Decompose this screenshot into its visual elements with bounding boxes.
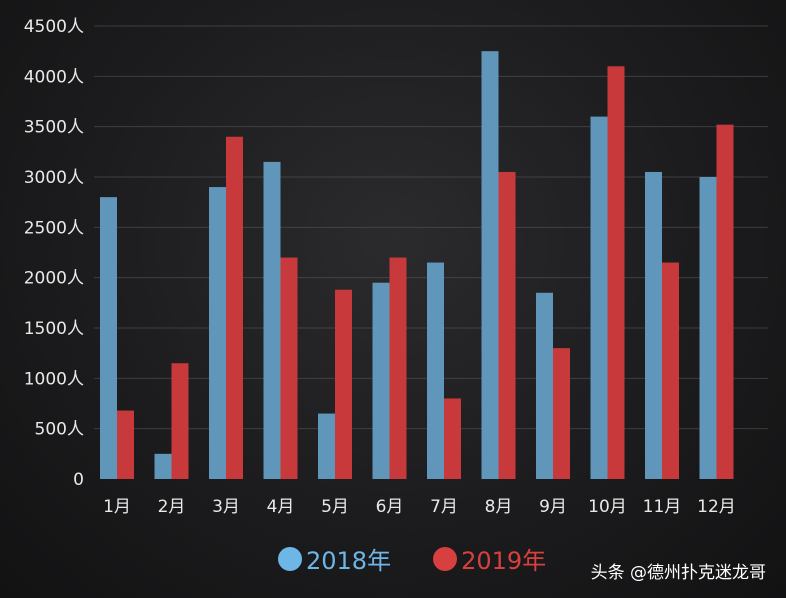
legend-item-2019[interactable]: 2019年 [433,541,546,576]
bar-2019年-7月 [444,398,461,479]
x-tick-label: 2月 [158,497,186,517]
bar-2019年-9月 [553,348,570,479]
legend-label-2018: 2018年 [306,547,392,575]
bar-2018年-6月 [372,282,390,479]
bar-2019年-5月 [335,289,352,479]
y-tick-label: 0 [73,470,84,490]
bar-2018年-7月 [427,262,444,479]
bar-2018年-12月 [699,177,717,479]
bar-2019年-8月 [498,171,516,479]
bar-2019年-1月 [117,410,134,479]
bar-2018年-11月 [645,171,662,479]
legend-marker-2019 [433,546,458,571]
bar-2019年-2月 [171,363,189,479]
legend-label-2019: 2019年 [461,547,547,575]
bar-2018年-8月 [481,51,499,480]
x-tick-label: 8月 [485,497,513,517]
bar-2019年-3月 [226,136,243,479]
x-tick-label: 10月 [588,497,627,517]
x-tick-label: 4月 [267,497,295,517]
bar-2019年-10月 [607,66,625,480]
legend-marker-2018 [278,546,302,571]
bar-2018年-3月 [209,187,226,480]
bar-2019年-11月 [662,262,679,479]
y-tick-label: 2000人 [24,269,84,289]
chart-legend: 2018年 2019年 [278,541,588,576]
y-tick-label: 4500人 [24,17,84,37]
y-tick-label: 2500人 [24,218,84,238]
x-tick-label: 6月 [376,497,404,517]
x-tick-label: 9月 [539,497,567,517]
y-axis-ticks: 0 500人 1000人 1500人 2000人 2500人 3000人 3500人 4000人… [24,17,84,490]
x-tick-label: 5月 [321,497,349,517]
y-tick-label: 500人 [35,420,84,440]
y-tick-label: 1500人 [24,319,84,339]
bar-2018年-9月 [536,292,553,479]
x-tick-label: 12月 [697,497,736,517]
x-tick-label: 1月 [103,497,131,517]
y-tick-label: 3000人 [24,168,84,188]
bar-2018年-2月 [154,453,172,479]
watermark-text: 头条 @德州扑克迷龙哥 [590,563,766,583]
bar-2018年-1月 [100,197,117,479]
y-tick-label: 4000人 [24,67,84,87]
y-tick-label: 1000人 [24,369,84,389]
bars [100,51,734,480]
bar-2019年-6月 [389,257,407,479]
gridlines [94,25,768,430]
bar-2019年-4月 [280,257,298,479]
x-tick-label: 7月 [430,497,458,517]
x-axis-ticks: 1月 2月 3月 4月 5月 6月 7月 8月 9月 10月 11月 12月 [103,497,736,517]
x-tick-label: 11月 [643,497,682,517]
legend-item-2018[interactable]: 2018年 [278,541,391,576]
y-tick-label: 3500人 [24,118,84,138]
x-tick-label: 3月 [212,497,240,517]
bar-2019年-12月 [716,124,734,480]
bar-2018年-4月 [263,161,281,479]
bar-2018年-5月 [318,413,335,479]
bar-2018年-10月 [590,116,608,479]
